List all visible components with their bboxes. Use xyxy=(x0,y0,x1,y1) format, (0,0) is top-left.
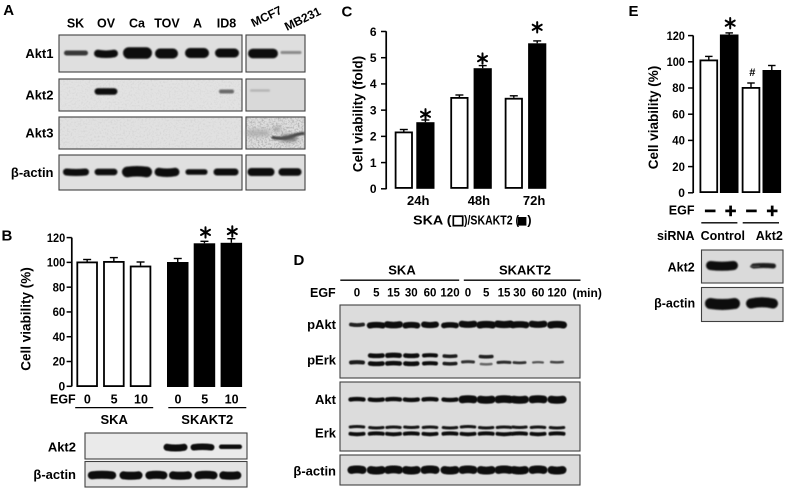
svg-text:3: 3 xyxy=(370,103,377,117)
svg-text:Akt2: Akt2 xyxy=(756,229,783,243)
svg-text:Akt3: Akt3 xyxy=(25,126,53,141)
svg-text:OV: OV xyxy=(97,16,116,30)
svg-text:60: 60 xyxy=(53,305,66,319)
svg-text:60: 60 xyxy=(532,288,545,300)
svg-text:100: 100 xyxy=(667,55,686,69)
svg-text:): ) xyxy=(527,213,531,228)
svg-text:24h: 24h xyxy=(407,193,429,208)
svg-text:Akt: Akt xyxy=(315,392,337,407)
svg-text:SKA: SKA xyxy=(100,412,128,427)
svg-text:Akt2: Akt2 xyxy=(25,88,53,103)
svg-text:Control: Control xyxy=(701,229,745,243)
svg-text:)/SKAKT2 (: )/SKAKT2 ( xyxy=(464,213,520,228)
svg-text:C: C xyxy=(342,4,353,21)
svg-text:β-actin: β-actin xyxy=(654,297,695,311)
svg-text:siRNA: siRNA xyxy=(657,229,695,243)
svg-text:40: 40 xyxy=(53,330,66,344)
svg-text:0: 0 xyxy=(59,380,66,394)
svg-text:Akt1: Akt1 xyxy=(25,46,53,61)
svg-text:EGF: EGF xyxy=(310,286,336,300)
svg-text:120: 120 xyxy=(547,288,566,300)
svg-text:A: A xyxy=(3,2,14,19)
svg-text:SKA: SKA xyxy=(388,262,416,277)
svg-text:SKAKT2: SKAKT2 xyxy=(499,262,551,277)
svg-text:Cell viability (%): Cell viability (%) xyxy=(646,66,661,170)
svg-text:60: 60 xyxy=(672,107,685,121)
svg-text:120: 120 xyxy=(47,231,66,245)
svg-text:0: 0 xyxy=(175,392,182,406)
svg-text:5: 5 xyxy=(483,288,490,300)
svg-text:EGF: EGF xyxy=(669,203,695,217)
svg-text:60: 60 xyxy=(424,288,437,300)
svg-text:β-actin: β-actin xyxy=(11,165,54,180)
svg-text:120: 120 xyxy=(440,288,459,300)
svg-text:β-actin: β-actin xyxy=(33,467,76,482)
svg-text:15: 15 xyxy=(498,288,511,300)
svg-text:SKA (: SKA ( xyxy=(413,213,452,228)
svg-text:pErk: pErk xyxy=(307,353,337,368)
svg-text:β-actin: β-actin xyxy=(293,464,336,479)
svg-text:5: 5 xyxy=(373,288,380,300)
svg-text:80: 80 xyxy=(53,280,66,294)
svg-text:1: 1 xyxy=(370,156,377,170)
svg-text:SKAKT2: SKAKT2 xyxy=(181,412,233,427)
svg-text:10: 10 xyxy=(134,392,148,406)
svg-text:4: 4 xyxy=(370,77,377,91)
svg-text:0: 0 xyxy=(354,288,360,300)
svg-text:72h: 72h xyxy=(523,193,545,208)
svg-text:ID8: ID8 xyxy=(217,16,237,30)
svg-text:120: 120 xyxy=(667,29,686,43)
svg-text:15: 15 xyxy=(387,288,400,300)
svg-text:EGF: EGF xyxy=(50,392,76,406)
svg-text:E: E xyxy=(629,3,639,20)
svg-text:SK: SK xyxy=(67,16,84,30)
svg-text:5: 5 xyxy=(201,392,208,406)
svg-text:#: # xyxy=(749,67,755,79)
svg-text:Cell viability (fold): Cell viability (fold) xyxy=(351,56,366,172)
svg-text:5: 5 xyxy=(370,51,377,65)
svg-text:pAkt: pAkt xyxy=(307,317,337,332)
svg-text:Ca: Ca xyxy=(129,16,146,30)
svg-text:20: 20 xyxy=(672,160,685,174)
svg-text:Akt2: Akt2 xyxy=(668,260,695,274)
svg-text:A: A xyxy=(193,16,202,30)
svg-text:2: 2 xyxy=(370,130,377,144)
svg-text:6: 6 xyxy=(370,25,377,39)
svg-text:5: 5 xyxy=(111,392,118,406)
svg-text:20: 20 xyxy=(53,355,66,369)
svg-text:30: 30 xyxy=(513,288,526,300)
svg-text:Cell viability (%): Cell viability (%) xyxy=(19,267,34,371)
svg-text:D: D xyxy=(294,252,305,269)
svg-text:0: 0 xyxy=(465,288,471,300)
svg-text:Erk: Erk xyxy=(315,426,337,441)
svg-text:Akt2: Akt2 xyxy=(48,439,76,454)
svg-text:80: 80 xyxy=(672,81,685,95)
svg-text:B: B xyxy=(2,228,13,245)
svg-text:TOV: TOV xyxy=(154,16,180,30)
svg-text:(min): (min) xyxy=(573,286,602,300)
svg-text:10: 10 xyxy=(225,392,239,406)
svg-text:100: 100 xyxy=(47,256,66,270)
svg-text:30: 30 xyxy=(405,288,418,300)
svg-text:40: 40 xyxy=(672,134,685,148)
svg-text:0: 0 xyxy=(84,392,91,406)
svg-text:0: 0 xyxy=(678,186,685,200)
svg-text:0: 0 xyxy=(370,182,377,196)
svg-text:48h: 48h xyxy=(468,193,490,208)
